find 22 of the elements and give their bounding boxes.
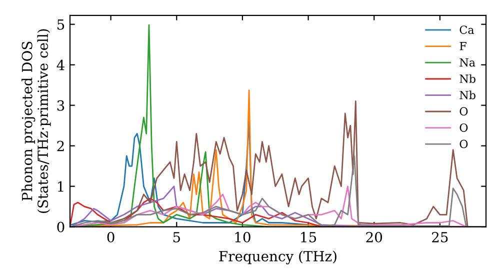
y-tick-label: 4: [56, 60, 64, 70]
y-tick-label: 2: [57, 140, 64, 152]
legend-label: Ca: [460, 26, 474, 34]
legend-label: O: [460, 140, 468, 148]
y-tick-label: 0: [57, 222, 64, 232]
y-tick-label: 1: [58, 181, 64, 192]
x-tick-label: 5: [173, 232, 180, 242]
y-axis-title: Phonon projected DOS (States/THz·primitive cell): [22, 29, 51, 213]
legend-label: F: [460, 42, 466, 50]
x-tick-label: 15: [301, 232, 316, 242]
legend-label: O: [460, 123, 468, 132]
legend-label: Na: [460, 58, 476, 67]
y-tick-label: 3: [57, 100, 64, 111]
x-tick-label: 25: [432, 232, 448, 242]
legend-label: O: [460, 107, 468, 116]
x-axis-title: Frequency (THz): [219, 250, 336, 264]
legend-label: Nb: [460, 90, 476, 100]
y-tick-label: 5: [57, 19, 64, 30]
x-tick-label: 0: [107, 232, 114, 242]
x-tick-label: 20: [366, 232, 382, 242]
legend-label: Nb: [460, 74, 476, 83]
x-tick-label: 10: [235, 232, 250, 242]
